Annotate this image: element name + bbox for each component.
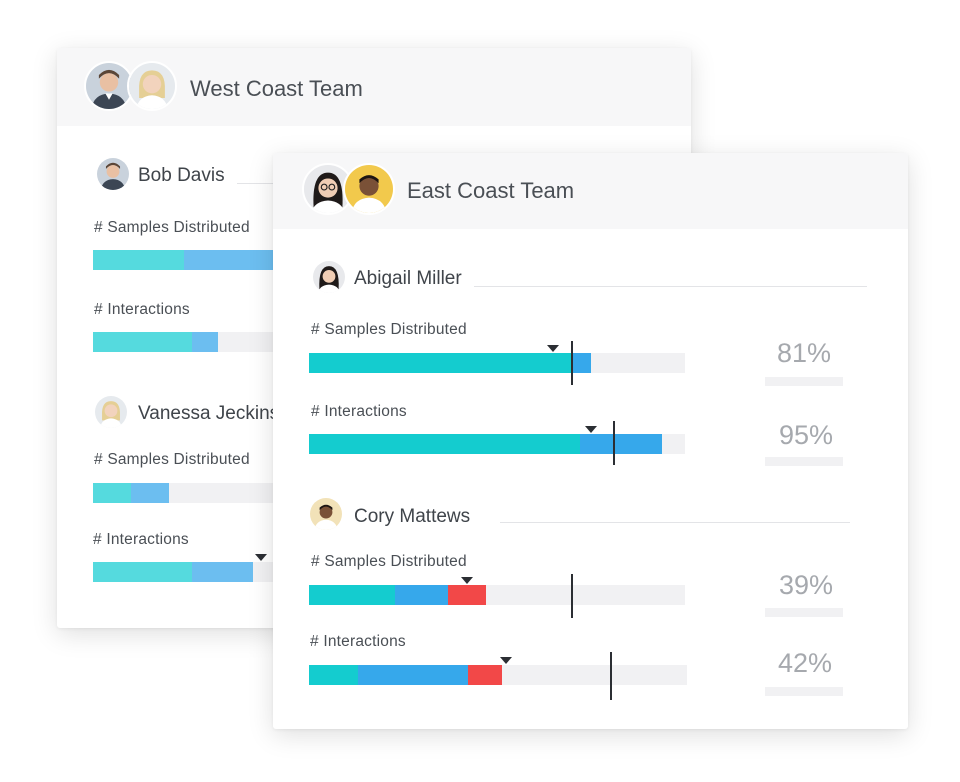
east-coast-team-card: East Coast Team Abigail Miller # Samples… bbox=[273, 153, 908, 729]
cory-interactions-percent-bar bbox=[765, 687, 843, 696]
cory-samples-percent: 39% bbox=[778, 570, 834, 600]
bob-samples-label: # Samples Distributed bbox=[94, 219, 250, 236]
abigail-samples-label: # Samples Distributed bbox=[311, 321, 467, 338]
avatar-man-yellow-icon bbox=[345, 165, 393, 213]
cory-interactions-secondary bbox=[358, 665, 468, 685]
avatar-woman-glasses-icon bbox=[313, 261, 345, 293]
vanessa-samples-secondary bbox=[131, 483, 169, 503]
abigail-interactions-label: # Interactions bbox=[311, 403, 407, 420]
cory-interactions-label: # Interactions bbox=[310, 633, 406, 650]
cory-name: Cory Mattews bbox=[354, 506, 471, 527]
abigail-interactions-percent: 95% bbox=[778, 420, 834, 450]
vanessa-avatar bbox=[93, 394, 129, 430]
cory-interactions-primary bbox=[309, 665, 359, 685]
cory-samples-behind bbox=[448, 585, 486, 605]
cory-interactions-bar bbox=[309, 652, 687, 700]
cory-samples-secondary bbox=[395, 585, 449, 605]
avatar-man-suit-icon bbox=[97, 158, 129, 190]
cory-interactions-marker bbox=[499, 657, 512, 664]
abigail-interactions-marker bbox=[585, 426, 597, 433]
vanessa-interactions-label: # Interactions bbox=[93, 531, 189, 548]
avatar-man-beige-icon bbox=[310, 498, 342, 530]
abigail-avatar bbox=[311, 259, 347, 295]
abigail-divider bbox=[474, 286, 867, 287]
cory-divider bbox=[500, 522, 850, 523]
abigail-samples-target bbox=[571, 341, 574, 385]
abigail-interactions-target bbox=[612, 421, 615, 465]
bob-interactions-primary bbox=[93, 332, 192, 352]
bob-name: Bob Davis bbox=[138, 165, 225, 186]
cory-interactions-behind bbox=[467, 665, 502, 685]
west-team-avatar-2 bbox=[127, 61, 177, 111]
east-team-title: East Coast Team bbox=[407, 178, 575, 203]
west-team-title: West Coast Team bbox=[190, 76, 363, 101]
avatar-woman-glasses-icon bbox=[304, 165, 352, 213]
cory-samples-primary bbox=[309, 585, 396, 605]
cory-interactions-target bbox=[610, 652, 613, 700]
abigail-samples-primary bbox=[309, 353, 573, 373]
bob-interactions-secondary bbox=[191, 332, 219, 352]
cory-samples-label: # Samples Distributed bbox=[311, 553, 467, 570]
vanessa-samples-primary bbox=[93, 483, 131, 503]
abigail-samples-bar bbox=[309, 341, 685, 385]
bob-samples-primary bbox=[93, 250, 185, 270]
bob-interactions-label: # Interactions bbox=[94, 301, 190, 318]
cory-samples-marker bbox=[460, 577, 473, 584]
abigail-interactions-percent-bar bbox=[765, 457, 843, 466]
cory-samples-target bbox=[571, 574, 574, 618]
avatar-woman-blonde-icon bbox=[129, 63, 175, 109]
vanessa-samples-label: # Samples Distributed bbox=[94, 451, 250, 468]
abigail-samples-percent-bar bbox=[765, 377, 843, 386]
avatar-man-suit-icon bbox=[86, 63, 132, 109]
bob-avatar bbox=[95, 156, 131, 192]
abigail-interactions-bar bbox=[309, 421, 685, 465]
cory-interactions-percent: 42% bbox=[777, 648, 833, 678]
abigail-name: Abigail Miller bbox=[354, 268, 462, 289]
bob-samples-secondary bbox=[184, 250, 276, 270]
west-team-avatar-1 bbox=[84, 61, 134, 111]
abigail-samples-percent: 81% bbox=[776, 338, 832, 368]
abigail-interactions-primary bbox=[309, 434, 580, 454]
bob-divider bbox=[237, 183, 287, 184]
cory-samples-percent-bar bbox=[765, 608, 843, 617]
abigail-samples-marker bbox=[547, 345, 560, 352]
east-team-avatar-1 bbox=[302, 163, 354, 215]
vanessa-name: Vanessa Jeckins bbox=[138, 403, 280, 424]
vanessa-interactions-primary bbox=[93, 562, 192, 582]
cory-samples-bar bbox=[309, 574, 685, 618]
vanessa-interactions-secondary bbox=[191, 562, 253, 582]
west-card-header: West Coast Team bbox=[57, 48, 691, 126]
east-card-header: East Coast Team bbox=[273, 153, 908, 229]
abigail-interactions-secondary bbox=[579, 434, 663, 454]
abigail-samples-secondary bbox=[572, 353, 591, 373]
cory-avatar bbox=[308, 496, 344, 532]
east-team-avatar-2 bbox=[343, 163, 395, 215]
vanessa-interactions-marker bbox=[255, 554, 267, 561]
avatar-woman-blonde-icon bbox=[95, 396, 127, 428]
